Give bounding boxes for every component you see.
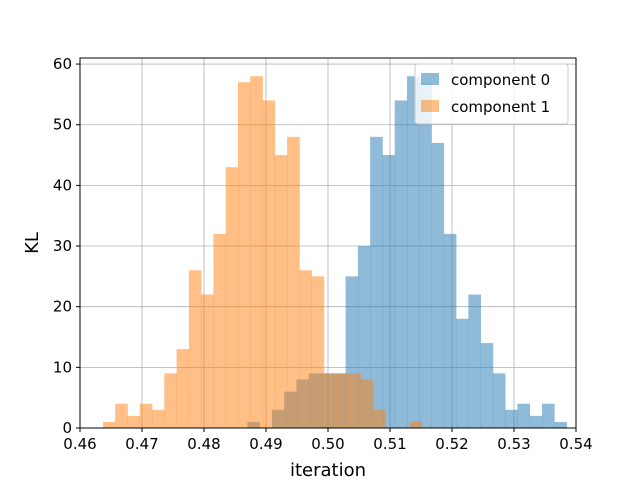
histogram-bar-component-1	[115, 403, 128, 428]
histogram-bar-component-0	[480, 343, 494, 428]
x-tick-label: 0.50	[311, 435, 344, 453]
histogram-bar-component-1	[213, 233, 226, 428]
histogram-bar-component-0	[492, 373, 506, 428]
histogram-bar-component-1	[188, 270, 202, 428]
histogram-bar-component-1	[250, 76, 263, 429]
histogram-bar-component-1	[102, 421, 116, 428]
histogram-bar-component-1	[323, 373, 337, 428]
histogram-bar-component-0	[394, 100, 408, 428]
y-axis-label: KL	[22, 232, 43, 254]
histogram-bar-component-1	[311, 276, 325, 428]
y-tick-label: 60	[53, 55, 72, 73]
y-tick-label: 20	[53, 298, 72, 316]
y-tick-label: 10	[53, 358, 72, 376]
histogram-bar-component-1	[225, 167, 239, 428]
x-tick-label: 0.54	[559, 435, 592, 453]
legend-frame	[414, 63, 569, 125]
legend-label-component-0: component 0	[451, 71, 550, 89]
histogram-bar-component-0	[456, 318, 469, 428]
x-tick-label: 0.47	[125, 435, 158, 453]
histogram-bar-component-1	[237, 82, 251, 428]
x-tick-label: 0.52	[435, 435, 468, 453]
x-tick-label: 0.49	[249, 435, 282, 453]
histogram-bar-component-0	[419, 82, 432, 428]
histogram-bar-component-0	[554, 421, 567, 428]
axis-ticks: 0.46 0.47 0.48 0.49 0.50 0.51 0.52 0.53 0.54 0 10 2…	[53, 55, 593, 453]
histogram-bar-component-1	[176, 349, 190, 428]
histogram-bar-component-1	[409, 421, 423, 428]
y-tick-label: 50	[53, 116, 72, 134]
histogram-bar-component-1	[287, 136, 300, 428]
histogram-bar-component-1	[127, 415, 141, 428]
x-tick-label: 0.53	[497, 435, 530, 453]
histogram-bar-component-0	[370, 136, 383, 428]
y-tick-label: 30	[53, 237, 72, 255]
legend-swatch-component-1	[421, 100, 439, 112]
legend: component 0 component 1	[414, 63, 569, 125]
y-tick-label: 0	[62, 419, 72, 437]
x-tick-label: 0.48	[187, 435, 220, 453]
y-tick-label: 40	[53, 176, 72, 194]
histogram-bar-component-1	[274, 155, 288, 428]
legend-label-component-1: component 1	[451, 98, 550, 116]
x-tick-label: 0.46	[63, 435, 96, 453]
histogram-bar-component-1	[164, 373, 177, 428]
histogram-bar-component-1	[336, 373, 349, 428]
histogram-bar-component-0	[468, 294, 481, 428]
histogram-bar-component-0	[505, 409, 518, 428]
legend-swatch-component-0	[421, 73, 439, 85]
histogram-bar-component-1	[262, 100, 276, 428]
histogram-bar-component-0	[443, 233, 457, 428]
histogram-bar-component-1	[360, 379, 374, 428]
histogram-bar-component-1	[348, 373, 362, 428]
histogram-bar-component-0	[382, 155, 396, 428]
x-tick-label: 0.51	[373, 435, 406, 453]
histogram-bar-component-0	[431, 142, 445, 428]
histogram-bar-component-0	[529, 415, 543, 428]
histogram-bar-component-0	[517, 403, 531, 428]
histogram-bar-component-1	[139, 403, 153, 428]
histogram-bar-component-0	[542, 403, 555, 428]
histogram-bar-component-1	[373, 409, 386, 428]
histogram-bar-component-1	[201, 294, 214, 428]
histogram-bar-component-1	[152, 409, 165, 428]
histogram-bar-component-1	[299, 270, 312, 428]
histogram-bar-component-0	[406, 76, 420, 429]
bars	[102, 76, 567, 429]
x-axis-label: iteration	[290, 460, 366, 480]
